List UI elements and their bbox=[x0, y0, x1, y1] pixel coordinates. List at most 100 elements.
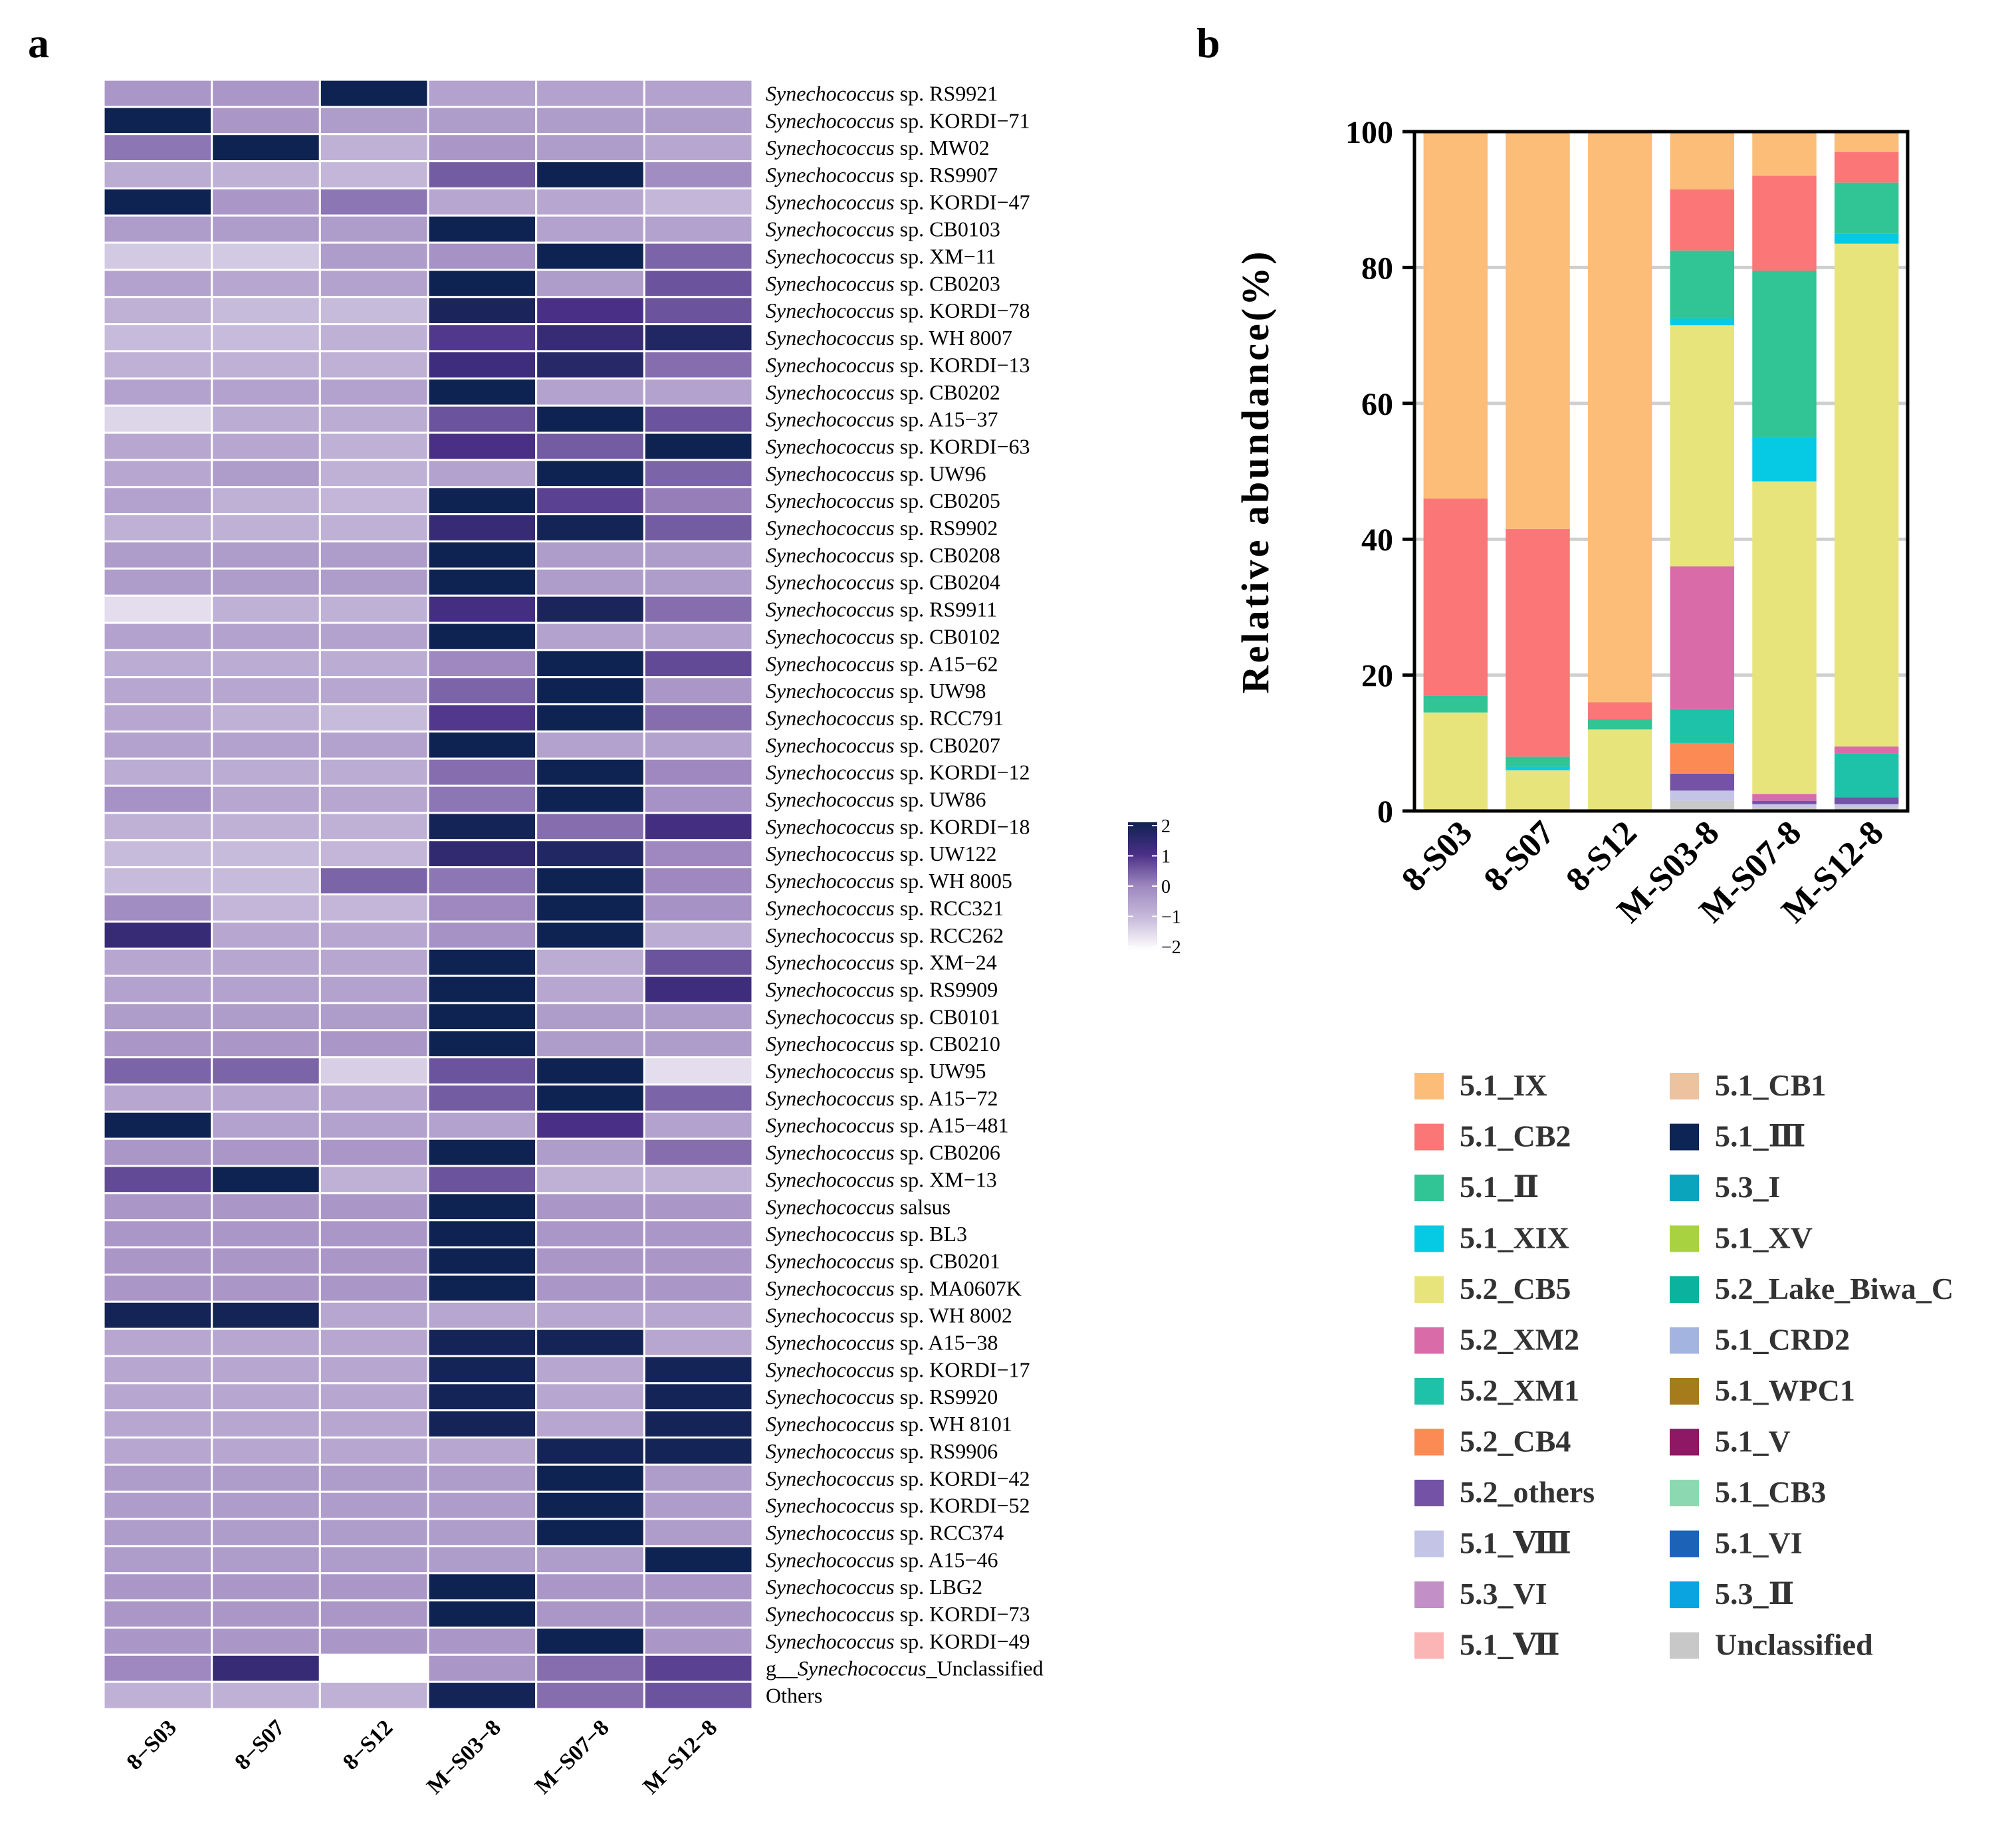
heatmap-cell bbox=[211, 350, 321, 380]
heatmap-cell bbox=[102, 323, 213, 352]
legend-label: 5.1_Ⅷ bbox=[1460, 1526, 1571, 1560]
heatmap-cell bbox=[318, 377, 429, 407]
heatmap-cell bbox=[535, 160, 645, 189]
plot-frame bbox=[1412, 130, 1910, 813]
legend-label: 5.2_others bbox=[1460, 1475, 1595, 1509]
heatmap-cell bbox=[643, 1355, 754, 1385]
heatmap-cell bbox=[318, 1110, 429, 1140]
heatmap-cell bbox=[318, 812, 429, 842]
heatmap-cell bbox=[102, 947, 213, 977]
heatmap-cell bbox=[427, 1355, 538, 1385]
heatmap-cell bbox=[211, 1083, 321, 1113]
heatmap-cell bbox=[211, 1137, 321, 1167]
heatmap-cell bbox=[102, 214, 213, 244]
heatmap-row-label: Synechococcus sp. KORDI−42 bbox=[766, 1466, 1030, 1490]
heatmap-row-label: Synechococcus sp. RS9906 bbox=[766, 1439, 998, 1463]
heatmap-cell bbox=[643, 1572, 754, 1602]
heatmap-cell bbox=[535, 839, 645, 869]
heatmap-cell bbox=[102, 1626, 213, 1656]
heatmap-cell bbox=[535, 1327, 645, 1357]
heatmap-cell bbox=[427, 1653, 538, 1683]
heatmap-cell bbox=[427, 1110, 538, 1140]
heatmap-cell bbox=[102, 106, 213, 136]
legend-label: 5.1_XIX bbox=[1460, 1221, 1569, 1255]
heatmap-cell bbox=[643, 839, 754, 869]
heatmap-cell bbox=[318, 187, 429, 217]
heatmap-cell bbox=[643, 296, 754, 326]
heatmap-row-label: Synechococcus sp. RS9902 bbox=[766, 516, 998, 540]
legend-swatch bbox=[1414, 1225, 1444, 1252]
heatmap-cell bbox=[318, 1437, 429, 1466]
heatmap-cell bbox=[211, 920, 321, 950]
bar-segment bbox=[1587, 702, 1652, 720]
legend-swatch bbox=[1670, 1327, 1699, 1354]
heatmap-cell bbox=[211, 1653, 321, 1683]
heatmap-cell bbox=[643, 1490, 754, 1520]
heatmap-cell bbox=[643, 784, 754, 814]
heatmap-cell bbox=[427, 269, 538, 298]
heatmap-row-label: Synechococcus sp. RS9911 bbox=[766, 598, 997, 622]
heatmap-cell bbox=[535, 1246, 645, 1276]
heatmap-cell bbox=[643, 377, 754, 407]
stacked-bar-chart: 8-S038-S078-S12M-S03-8M-S07-8M-S12-80204… bbox=[1234, 115, 1910, 930]
bar-segment bbox=[1506, 756, 1570, 767]
heatmap-cell bbox=[211, 812, 321, 842]
bar-segment bbox=[1506, 766, 1570, 770]
heatmap-cell bbox=[535, 296, 645, 326]
heatmap-cell bbox=[211, 1300, 321, 1330]
heatmap-cell bbox=[318, 133, 429, 163]
heatmap-cell bbox=[318, 975, 429, 1004]
colorbar-tick-label: 0 bbox=[1161, 877, 1171, 897]
heatmap-cell bbox=[427, 975, 538, 1004]
bar-segment bbox=[1670, 709, 1735, 743]
heatmap-cell bbox=[427, 1626, 538, 1656]
heatmap-cell bbox=[535, 1137, 645, 1167]
colorbar-tick-label: 2 bbox=[1161, 816, 1171, 837]
heatmap-cell bbox=[102, 133, 213, 163]
heatmap-cell bbox=[211, 1327, 321, 1357]
legend-swatch bbox=[1414, 1276, 1444, 1303]
heatmap-cell bbox=[102, 975, 213, 1004]
heatmap-cell bbox=[318, 1518, 429, 1548]
heatmap-cell bbox=[643, 594, 754, 624]
heatmap-cell bbox=[643, 323, 754, 352]
bar-segment bbox=[1834, 807, 1899, 811]
heatmap-cell bbox=[643, 703, 754, 733]
heatmap-cell bbox=[427, 866, 538, 896]
heatmap-cell bbox=[535, 1083, 645, 1113]
bar-segment bbox=[1670, 132, 1735, 189]
bar-segment bbox=[1752, 804, 1817, 808]
y-tick-label: 0 bbox=[1377, 794, 1393, 830]
heatmap-cell bbox=[102, 1192, 213, 1222]
heatmap-cell bbox=[427, 1083, 538, 1113]
heatmap-cell bbox=[535, 1518, 645, 1548]
heatmap-cell bbox=[318, 893, 429, 923]
heatmap-cell bbox=[318, 866, 429, 896]
heatmap-colorbar: 2 1 0 −1 −2 bbox=[1128, 816, 1181, 958]
heatmap-row-label: Synechococcus sp. KORDI−63 bbox=[766, 434, 1030, 458]
heatmap-cell bbox=[643, 649, 754, 679]
heatmap-cell bbox=[643, 947, 754, 977]
legend-label: 5.2_XM1 bbox=[1460, 1373, 1579, 1407]
heatmap-cell bbox=[318, 1056, 429, 1086]
heatmap-cell bbox=[427, 812, 538, 842]
heatmap-row-label: Synechococcus sp. RS9920 bbox=[766, 1385, 998, 1409]
heatmap-cell bbox=[211, 567, 321, 597]
heatmap-cell bbox=[102, 78, 213, 108]
heatmap-row-label: Synechococcus sp. KORDI−13 bbox=[766, 353, 1030, 377]
heatmap-cell bbox=[643, 1437, 754, 1466]
heatmap-cell bbox=[102, 757, 213, 787]
heatmap-row-label: Synechococcus sp. KORDI−17 bbox=[766, 1357, 1030, 1381]
heatmap-cell bbox=[643, 133, 754, 163]
heatmap-cell bbox=[535, 1355, 645, 1385]
bar-segment bbox=[1587, 132, 1652, 703]
heatmap-cell bbox=[318, 486, 429, 516]
heatmap-cell bbox=[211, 1518, 321, 1548]
bar-category-label: 8-S03 bbox=[1395, 814, 1480, 899]
heatmap-row-label: Synechococcus sp. KORDI−49 bbox=[766, 1629, 1030, 1653]
heatmap-cell bbox=[535, 513, 645, 542]
heatmap-cell bbox=[643, 269, 754, 298]
heatmap-column-label: 8−S07 bbox=[230, 1715, 289, 1774]
heatmap-cell bbox=[535, 567, 645, 597]
heatmap-cell bbox=[427, 1409, 538, 1438]
